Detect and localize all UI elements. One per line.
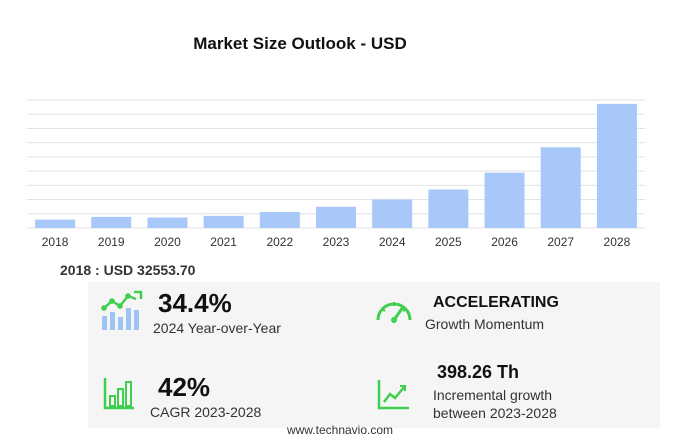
incremental-value: 398.26 Th — [437, 362, 520, 382]
x-tick-label: 2028 — [604, 235, 631, 249]
bar-2023 — [316, 206, 356, 228]
kpi-panel — [88, 282, 660, 428]
momentum-value: ACCELERATING — [433, 294, 559, 311]
bar-2020 — [147, 217, 188, 228]
bar-2021 — [203, 215, 244, 228]
yoy-label: 2024 Year-over-Year — [153, 320, 281, 336]
base-year-value: 2018 : USD 32553.70 — [60, 262, 196, 278]
x-tick-label: 2024 — [379, 235, 406, 249]
x-axis-labels: 2018 2019 2020 2021 2022 2023 2024 2025 2026 2027… — [42, 235, 631, 249]
bar-2028 — [596, 103, 637, 228]
bar-2022 — [259, 211, 300, 228]
x-tick-label: 2027 — [547, 235, 574, 249]
bar-chart-icon — [103, 376, 135, 415]
trend-line-icon — [377, 378, 411, 415]
yoy-value: 34.4% — [158, 288, 232, 318]
x-tick-label: 2018 — [42, 235, 69, 249]
x-tick-label: 2025 — [435, 235, 462, 249]
incremental-label-line2: between 2023-2028 — [433, 405, 557, 421]
x-tick-label: 2023 — [323, 235, 350, 249]
x-tick-label: 2019 — [98, 235, 125, 249]
bar-2026 — [484, 172, 525, 228]
x-tick-label: 2026 — [491, 235, 518, 249]
bars — [35, 103, 637, 228]
bar-2027 — [540, 147, 581, 228]
bar-2025 — [428, 189, 469, 228]
speedometer-icon — [374, 294, 414, 331]
x-tick-label: 2022 — [266, 235, 293, 249]
incremental-label-line1: Incremental growth — [433, 387, 553, 403]
x-tick-label: 2021 — [210, 235, 237, 249]
cagr-value: 42% — [158, 372, 211, 402]
cagr-label: CAGR 2023-2028 — [150, 404, 262, 420]
bar-chart: 2018 2019 2020 2021 2022 2023 2024 2025 2026 2027… — [27, 99, 645, 249]
momentum-label: Growth Momentum — [425, 316, 545, 332]
bar-2018 — [35, 219, 76, 228]
bar-2019 — [91, 216, 132, 228]
x-tick-label: 2020 — [154, 235, 181, 249]
bar-2024 — [372, 199, 413, 228]
chart-title: Market Size Outlook - USD — [193, 34, 407, 53]
footer-source: www.technavio.com — [286, 423, 394, 437]
growth-chart-icon — [98, 290, 144, 337]
